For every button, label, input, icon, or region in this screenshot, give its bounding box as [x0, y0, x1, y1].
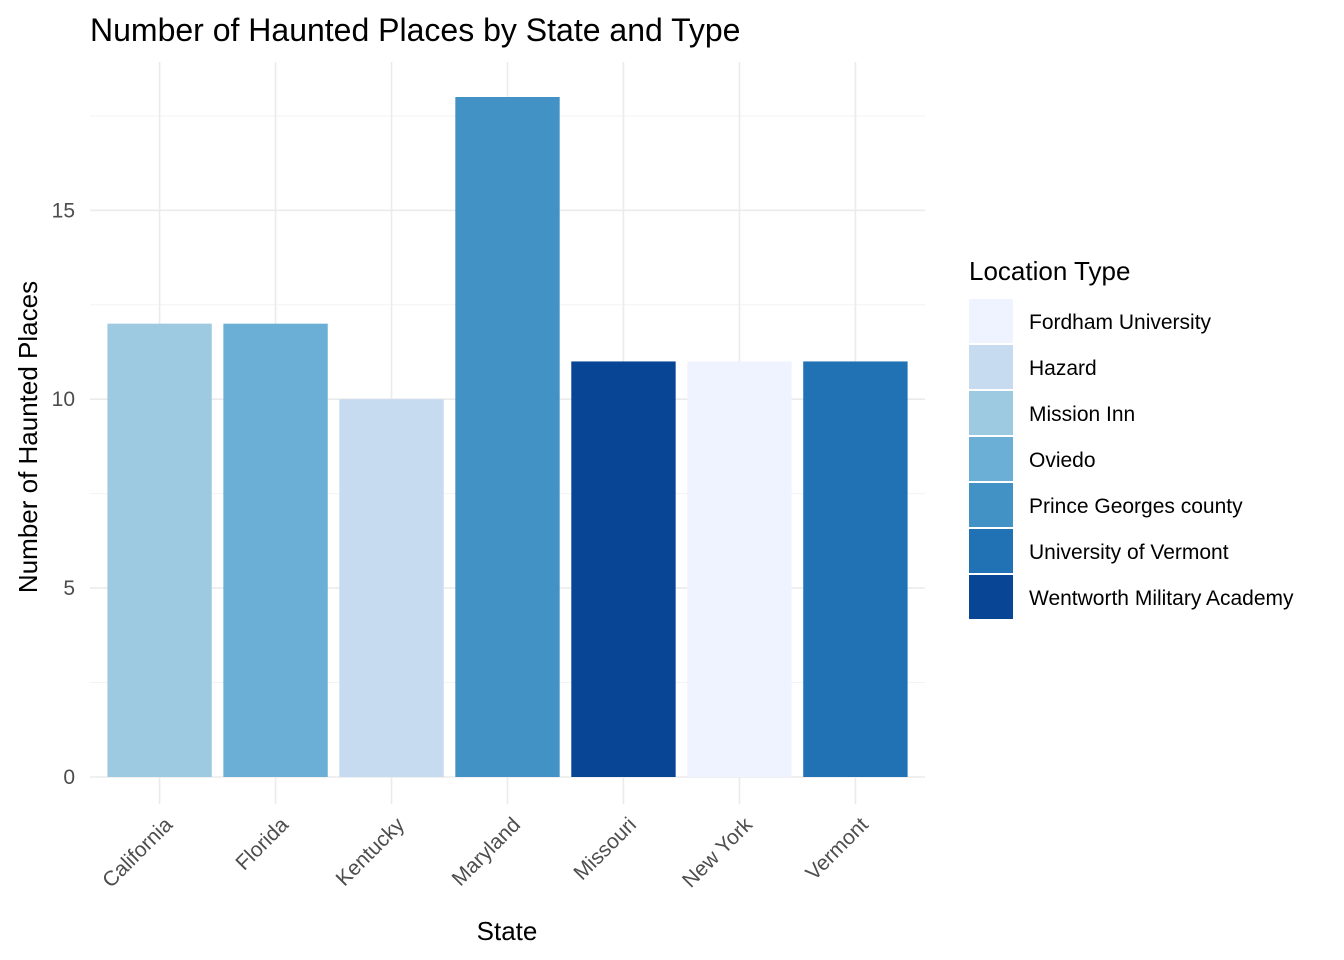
- legend-swatch: [969, 299, 1013, 343]
- legend-swatch: [969, 575, 1013, 619]
- legend-label: Mission Inn: [1029, 403, 1135, 426]
- x-axis-ticks: California Florida Kentucky Maryland Missour…: [98, 813, 873, 892]
- bar-new-york: [687, 361, 792, 777]
- y-tick-label: 0: [63, 766, 75, 789]
- x-tick-label: Kentucky: [332, 813, 410, 891]
- x-axis-title: State: [477, 916, 538, 946]
- legend-swatch: [969, 345, 1013, 389]
- legend-label: Fordham University: [1029, 311, 1212, 334]
- x-tick-label: Florida: [231, 813, 293, 875]
- bar-maryland: [455, 97, 560, 777]
- y-tick-label: 10: [52, 388, 75, 411]
- y-axis-ticks: 0 5 10 15: [52, 199, 75, 789]
- bar-kentucky: [339, 399, 444, 777]
- legend-title: Location Type: [969, 256, 1130, 286]
- legend-label: Prince Georges county: [1029, 495, 1243, 518]
- legend-label: University of Vermont: [1029, 541, 1229, 564]
- legend-label: Hazard: [1029, 357, 1097, 380]
- y-axis-title: Number of Haunted Places: [13, 281, 43, 593]
- legend-swatch: [969, 391, 1013, 435]
- bar-missouri: [571, 361, 676, 777]
- x-tick-label: Vermont: [801, 813, 873, 885]
- x-tick-label: Missouri: [569, 813, 641, 885]
- bar-california: [107, 323, 212, 777]
- legend-swatch: [969, 529, 1013, 573]
- x-tick-label: New York: [678, 813, 757, 892]
- chart-title: Number of Haunted Places by State and Ty…: [90, 12, 740, 48]
- x-tick-label: Maryland: [448, 813, 525, 890]
- bars: [107, 97, 908, 777]
- legend-swatch: [969, 483, 1013, 527]
- x-tick-label: California: [98, 813, 177, 892]
- legend-swatch: [969, 437, 1013, 481]
- legend-label: Wentworth Military Academy: [1029, 587, 1294, 610]
- y-tick-label: 15: [52, 199, 75, 222]
- bar-vermont: [803, 361, 908, 777]
- y-tick-label: 5: [63, 577, 75, 600]
- bar-florida: [223, 323, 328, 777]
- legend-items: Fordham University Hazard Mission Inn Ovied…: [969, 299, 1294, 619]
- legend-label: Oviedo: [1029, 449, 1096, 472]
- legend: Location Type Fordham University Hazard Mi…: [969, 256, 1294, 619]
